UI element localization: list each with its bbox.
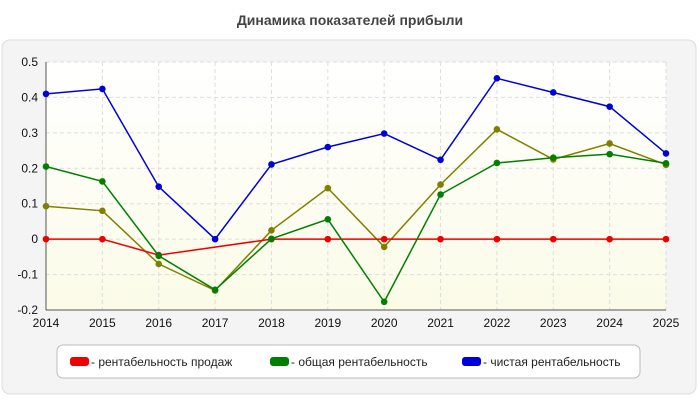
legend-swatch	[270, 357, 289, 366]
series-2	[42, 74, 670, 243]
data-point	[549, 89, 557, 96]
data-point	[99, 207, 106, 215]
x-tick-label: 2020	[371, 316, 398, 330]
y-tick-label: 0.4	[21, 90, 38, 104]
data-point	[437, 156, 444, 164]
data-point	[380, 130, 388, 137]
data-point	[211, 286, 219, 294]
data-point	[437, 191, 444, 198]
data-point	[662, 160, 670, 167]
data-point	[662, 235, 670, 243]
data-point	[549, 154, 557, 161]
data-point	[155, 183, 163, 191]
y-tick-label: 0.1	[21, 197, 38, 211]
data-point	[380, 298, 388, 306]
axes	[45, 62, 666, 311]
data-point	[211, 235, 219, 243]
legend-label: - общая рентабельность	[291, 355, 428, 369]
plot-area	[46, 62, 666, 310]
data-point	[324, 216, 332, 223]
chart-title: Динамика показателей прибыли	[237, 12, 463, 28]
data-point	[606, 150, 613, 158]
x-tick-label: 2018	[258, 316, 285, 330]
data-point	[99, 235, 106, 243]
data-point	[42, 90, 50, 98]
data-point	[606, 103, 613, 110]
data-point	[324, 184, 332, 192]
y-tick-label: -0.1	[17, 268, 38, 282]
data-point	[268, 226, 275, 234]
series-line	[45, 153, 667, 304]
data-point	[549, 235, 557, 243]
x-tick-label: 2019	[314, 316, 341, 330]
series-line	[45, 77, 667, 241]
data-point	[324, 143, 332, 151]
data-point	[662, 150, 670, 157]
data-point	[42, 163, 50, 170]
x-tick-label: 2025	[653, 316, 680, 330]
legend-swatch	[70, 357, 89, 366]
y-tick-label: 0.5	[21, 55, 38, 69]
legend-box	[56, 344, 641, 379]
x-tick-label: 2015	[89, 316, 116, 330]
legend-label: - рентабельность продаж	[91, 355, 232, 369]
data-point	[493, 235, 501, 243]
x-tick-label: 2022	[484, 316, 511, 330]
y-tick-label: 0	[31, 232, 38, 246]
data-point	[99, 85, 106, 93]
y-tick-labels: -0.2 -0.1 0 0.1 0.2 0.3 0.4 0.5	[17, 55, 38, 317]
data-point	[606, 140, 613, 147]
data-point	[437, 235, 444, 243]
x-tick-label: 2024	[596, 316, 623, 330]
data-point	[99, 178, 106, 185]
series-group	[42, 74, 670, 306]
data-point	[437, 181, 444, 188]
y-tick-label: 0.3	[21, 126, 38, 140]
y-tick-label: 0.2	[21, 161, 38, 175]
series-1	[42, 150, 670, 306]
x-tick-label: 2017	[202, 316, 229, 330]
data-point	[493, 159, 501, 167]
legend-swatch	[462, 357, 481, 366]
data-point	[268, 161, 275, 168]
data-point	[493, 126, 501, 133]
data-point	[155, 260, 163, 268]
data-point	[155, 252, 163, 260]
y-tick-label: -0.2	[17, 303, 38, 317]
data-point	[380, 235, 388, 243]
x-tick-label: 2016	[145, 316, 172, 330]
legend: - рентабельность продаж - общая рентабель…	[56, 344, 641, 379]
legend-label: - чистая рентабельность	[483, 355, 620, 369]
data-point	[606, 235, 613, 243]
data-point	[493, 74, 501, 82]
data-point	[268, 235, 275, 243]
x-tick-labels: 2014 2015 2016 2017 2018 2019 2020 2021 2022 2023…	[33, 316, 680, 330]
x-tick-label: 2014	[33, 316, 60, 330]
x-tick-label: 2023	[540, 316, 567, 330]
data-point	[42, 235, 50, 243]
data-point	[324, 235, 332, 243]
data-point	[42, 202, 50, 210]
data-point	[380, 243, 388, 251]
x-tick-label: 2021	[427, 316, 454, 330]
